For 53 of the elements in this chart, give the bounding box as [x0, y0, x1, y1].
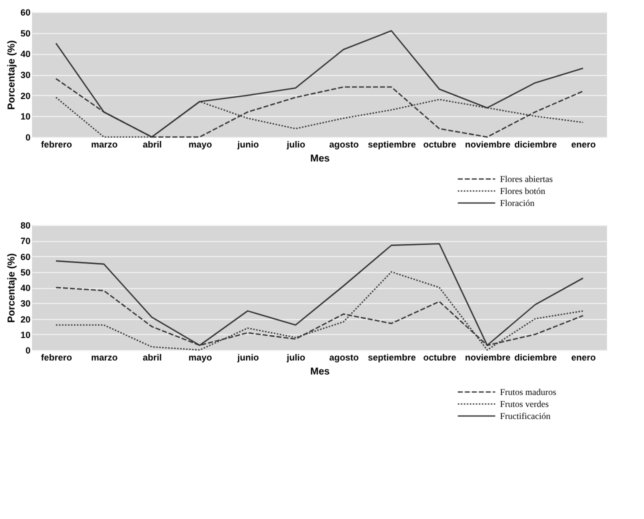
y-tick-label: 20 [20, 314, 30, 324]
x-tick-label: septiembre [368, 140, 416, 150]
legend-label: Fructificación [500, 411, 551, 421]
x-tick-label: septiembre [368, 352, 416, 362]
x-tick-label: abril [142, 140, 162, 150]
line-series [55, 30, 584, 138]
x-tick-label: abril [142, 352, 162, 362]
x-tick-label: noviembre [464, 352, 510, 362]
legend-label: Flores botón [500, 186, 546, 196]
x-tick-label: octubre [423, 140, 456, 150]
y-tick-label: 60 [20, 252, 30, 262]
y-tick-label: 40 [20, 49, 30, 60]
x-axis-title: Mes [310, 366, 330, 378]
x-tick-label: febrero [40, 140, 72, 150]
x-tick-label: marzo [91, 140, 118, 150]
y-tick-label: 80 [20, 220, 30, 230]
x-tick-label: julio [286, 352, 306, 362]
legend-label: Floración [500, 198, 535, 208]
legend-label: Frutos maduros [500, 387, 557, 397]
line-series [55, 271, 584, 351]
y-tick-label: 0 [25, 346, 30, 356]
x-tick-label: noviembre [464, 140, 510, 150]
y-tick-label: 70 [20, 236, 30, 246]
y-tick-label: 50 [20, 28, 30, 38]
legend-label: Frutos verdes [500, 399, 550, 409]
y-tick-label: 50 [20, 267, 30, 278]
y-tick-label: 20 [20, 90, 30, 101]
x-tick-label: mayo [188, 352, 212, 362]
x-tick-label: mayo [188, 140, 212, 150]
legend-label: Flores abiertas [500, 174, 554, 184]
y-tick-label: 10 [20, 112, 30, 122]
x-axis-title: Mes [310, 154, 330, 164]
y-axis-title: Porcentaje (%) [6, 40, 18, 110]
line-series [55, 243, 584, 346]
y-tick-label: 30 [20, 70, 30, 80]
y-tick-label: 40 [20, 283, 30, 293]
x-tick-label: diciembre [514, 352, 557, 362]
x-tick-label: diciembre [514, 140, 557, 150]
y-tick-label: 30 [20, 298, 30, 309]
x-tick-label: marzo [91, 352, 118, 362]
x-tick-label: enero [571, 140, 596, 150]
x-tick-label: enero [571, 352, 596, 362]
x-tick-label: junio [236, 352, 260, 362]
x-tick-label: junio [236, 140, 260, 150]
y-axis-title: Porcentaje (%) [6, 253, 18, 323]
x-tick-label: febrero [40, 352, 72, 362]
y-tick-label: 10 [20, 330, 30, 340]
y-tick-label: 0 [25, 132, 30, 142]
x-tick-label: agosto [329, 352, 360, 362]
x-tick-label: octubre [423, 352, 456, 362]
x-tick-label: julio [286, 140, 306, 150]
x-tick-label: agosto [329, 140, 360, 150]
y-tick-label: 60 [20, 8, 30, 18]
